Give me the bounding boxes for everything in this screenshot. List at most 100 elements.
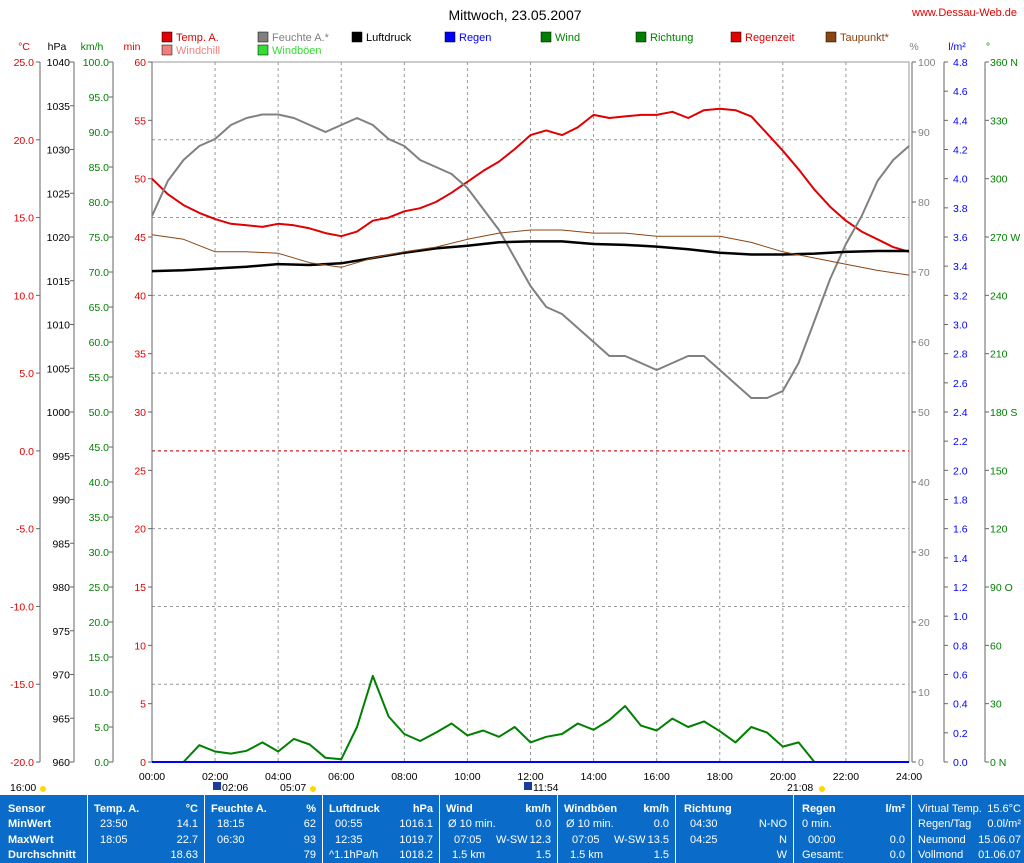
pressure-axis-tick-label: 965 [52,713,70,725]
pressure-axis-tick-label: 985 [52,538,70,550]
rain-axis-tick-label: 2.6 [953,378,968,390]
regen-r3-val: 0.0 [889,849,905,861]
sunset-time: 21:08 [787,782,813,794]
wind-axis-tick-label: 10.0 [89,687,110,699]
rain-axis-tick-label: 2.4 [953,407,968,419]
windboeen-r2-val: 13.5 [647,834,669,846]
chart-title: Mittwoch, 23.05.2007 [448,7,581,23]
moon-icon [524,782,532,790]
regen-unit: l/m² [885,803,905,815]
min-axis-tick-label: 10 [134,640,146,652]
extra-r3-val: 01.06.07 [978,849,1021,861]
rain-axis-tick-label: 3.2 [953,290,968,302]
wind-axis-tick-label: 15.0 [89,652,110,664]
min-axis-tick-label: 60 [134,57,146,69]
wind-axis-tick-label: 90.0 [89,127,110,139]
legend-swatch [257,44,269,56]
pressure-axis-tick-label: 990 [52,495,70,507]
legend-swatch [730,31,742,43]
site-link[interactable]: www.Dessau-Web.de [911,7,1017,19]
regen-r1-label: 0 min. [802,818,832,830]
richtung-title: Richtung [684,803,732,815]
rain-axis-tick-label: 1.6 [953,524,968,536]
humidity-axis-tick-label: 50 [918,407,930,419]
legend-swatch [257,31,269,43]
legend-swatch [161,44,173,56]
legend-swatch [351,31,363,43]
feuchte-min-time: 18:15 [217,818,245,830]
luftdruck-avg: 1018.2 [399,849,433,861]
luftdruck-title: Luftdruck [329,803,380,815]
temp-axis-tick-label: 10.0 [14,290,35,302]
temp-axis-tick-label: 5.0 [19,368,34,380]
direction-axis-tick-label: 60 [990,640,1002,652]
chart-grid [151,61,910,763]
rain-axis-tick-label: 4.6 [953,86,968,98]
direction-axis-tick-label: 0 N [990,757,1006,769]
legend-label: Taupunkt* [840,32,890,44]
direction-axis-tick-label: 150 [990,465,1008,477]
temp-axis-tick-label: 25.0 [14,57,35,69]
richtung-r2-val: N [779,834,787,846]
rain-axis-tick-label: 1.2 [953,582,968,594]
rain-axis-tick-label: 0.4 [953,699,968,711]
rain-axis-tick-label: 0.8 [953,640,968,652]
legend-swatch [540,31,552,43]
rain-axis-tick-label: 0.2 [953,728,968,740]
legend-label: Wind [555,32,580,44]
wind-axis-tick-label: 25.0 [89,582,110,594]
sun-moon-bar: 16:00 02:06 05:07 11:54 21:08 [0,782,1024,795]
temp-avg: 18.63 [170,849,198,861]
wind-axis-unit: km/h [81,41,104,53]
wind-axis-tick-label: 100.0 [83,57,109,69]
wind-axis-tick-label: 35.0 [89,512,110,524]
temp-axis-tick-label: -15.0 [10,679,34,691]
wind-axis-tick-label: 80.0 [89,197,110,209]
humidity-axis-tick-label: 30 [918,547,930,559]
pressure-axis-tick-label: 1030 [47,145,71,157]
direction-axis-unit: ° [986,41,990,53]
humidity-axis-tick-label: 40 [918,477,930,489]
wind-axis-tick-label: 50.0 [89,407,110,419]
direction-axis-tick-label: 270 W [990,232,1020,244]
sun-icon [819,786,825,792]
min-axis-tick-label: 50 [134,174,146,186]
wind-axis-tick-label: 40.0 [89,477,110,489]
time-tick-label: 22:00 [833,771,859,783]
time-tick-label: 00:00 [139,771,165,783]
temp-axis-tick-label: 0.0 [19,446,34,458]
temp-axis-unit: °C [18,41,30,53]
chart-axes: 25.0 20.0 15.0 10.0 5.0 0.0 -5.0 -10.0 -15.0 -20.… [10,41,1020,783]
pressure-axis-tick-label: 970 [52,670,70,682]
rain-axis-tick-label: 3.4 [953,261,968,273]
humidity-axis-tick-label: 60 [918,337,930,349]
temp-min-time: 23:50 [100,818,128,830]
rain-axis-tick-label: 4.2 [953,145,968,157]
windboeen-r1-val: 0.0 [653,818,669,830]
luftdruck-min-val: 1016.1 [399,818,433,830]
temp-axis-tick-label: -10.0 [10,601,34,613]
legend-label: Regen [459,32,491,44]
humidity-axis-tick-label: 70 [918,267,930,279]
temp-min-val: 14.1 [176,818,198,830]
sun-icon [310,786,316,792]
luftdruck-max-time: 12:35 [335,834,363,846]
pressure-axis-tick-label: 975 [52,626,70,638]
rain-axis-tick-label: 1.4 [953,553,968,565]
luftdruck-avg-label: ^1.1hPa/h [329,849,379,861]
moon-icon [213,782,221,790]
windboeen-r2-dir: W-SW [614,834,646,846]
rain-axis-tick-label: 3.6 [953,232,968,244]
extra-r3-label: Vollmond [918,849,964,861]
humidity-axis-tick-label: 90 [918,127,930,139]
col-sensor: Sensor MinWert MaxWert Durchschnitt [0,795,88,863]
wind-axis-tick-label: 95.0 [89,92,110,104]
legend-swatch [161,31,173,43]
sun-icon [40,786,46,792]
wind-axis-tick-label: 65.0 [89,302,110,314]
regen-title: Regen [802,803,836,815]
richtung-r2-time: 04:25 [690,834,718,846]
wind-axis-tick-label: 55.0 [89,372,110,384]
feuchte-min-val: 62 [303,818,316,830]
feuchte-avg: 79 [303,849,316,861]
